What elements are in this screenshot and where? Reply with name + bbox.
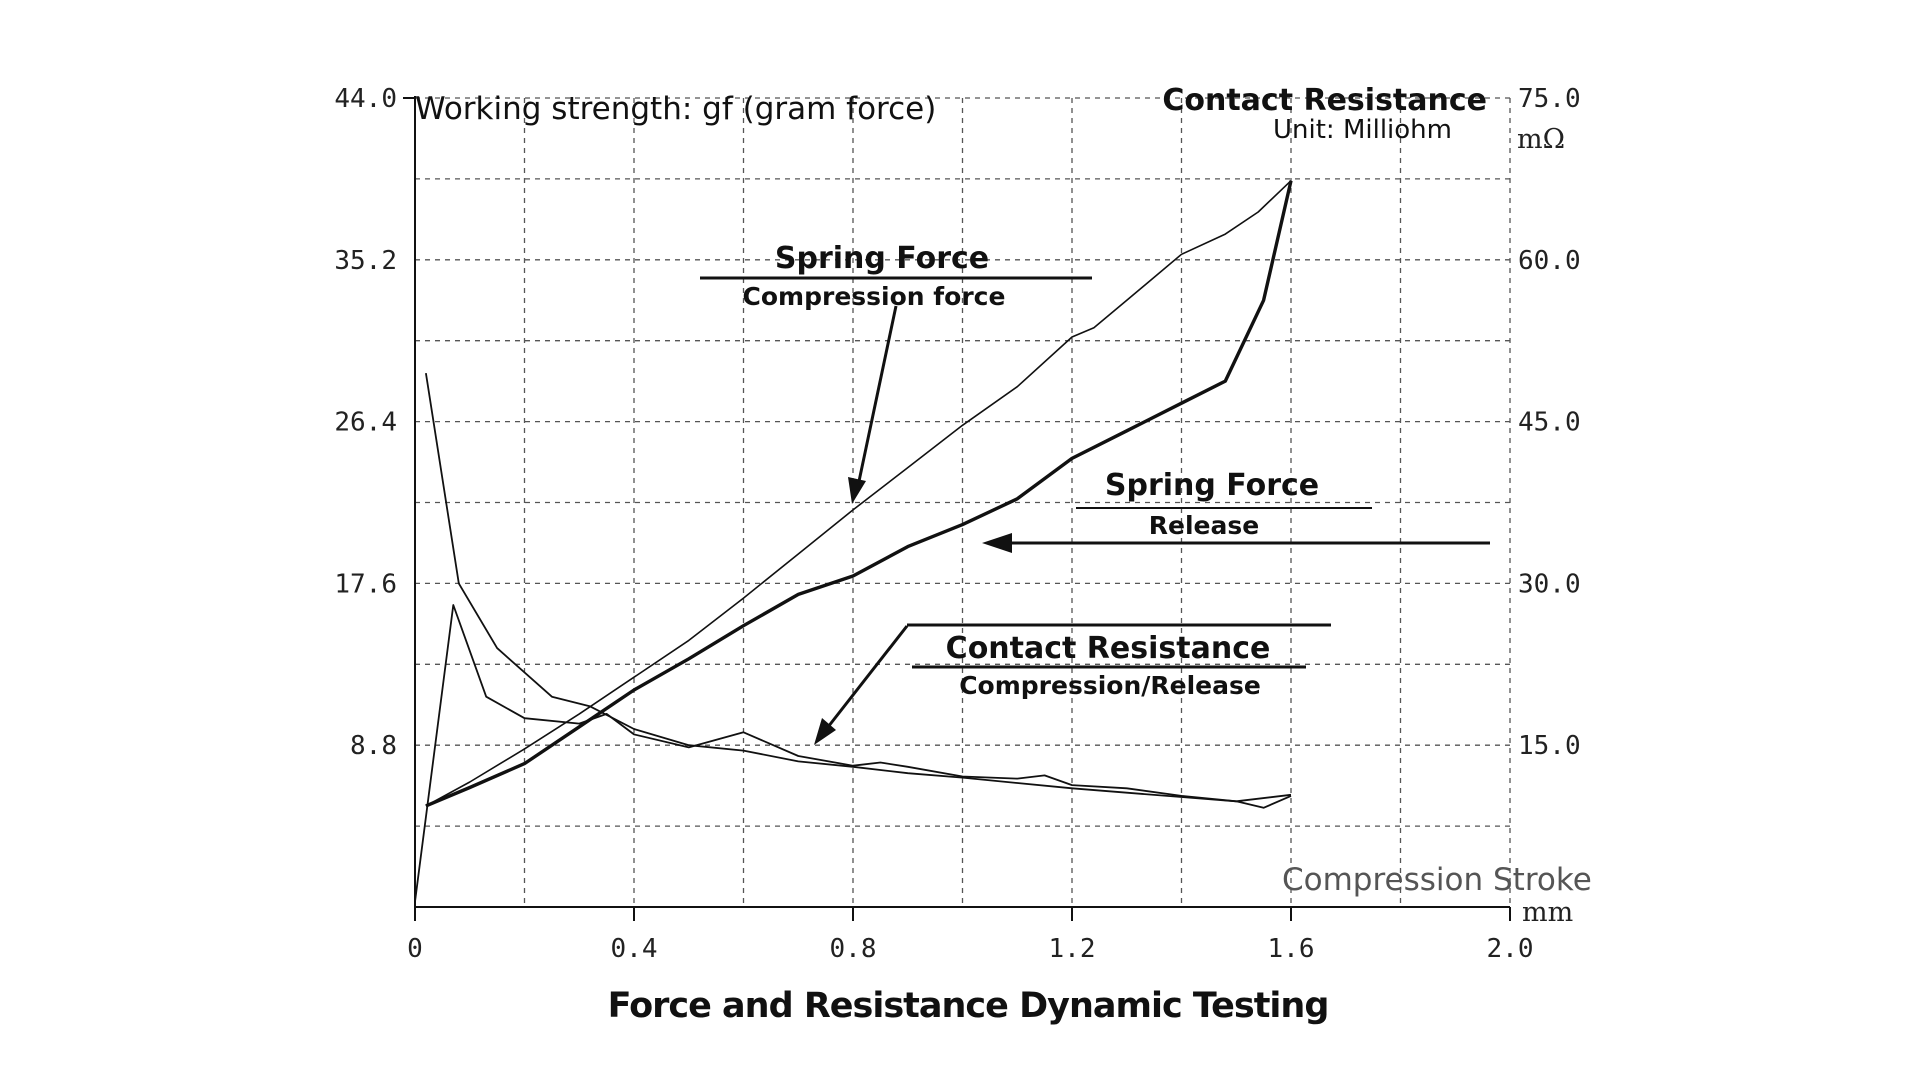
annotation-subtitle: Compression/Release [959, 671, 1261, 700]
y-right-tick-label: 15.0 [1518, 731, 1581, 761]
series-resistance-compression-line [425, 372, 1292, 803]
annotation-title: Contact Resistance [946, 631, 1271, 666]
grid-lines [415, 97, 1511, 907]
series-spring-compression-line [425, 180, 1292, 807]
y-left-tick-label: 26.4 [334, 408, 397, 438]
annotation-arrowhead [848, 477, 866, 504]
annotation-arrow-shaft [826, 625, 909, 728]
annotation-spring-compression: Spring Force Compression force [700, 241, 1092, 504]
right-axis-unit-note: Unit: Milliohm [1273, 115, 1452, 145]
right-axis-unit: mΩ [1517, 124, 1565, 155]
y-left-tick-label: 44.0 [334, 84, 397, 114]
y-right-tick-label: 30.0 [1518, 569, 1581, 599]
x-tick-label: 1.2 [1049, 934, 1096, 964]
y-right-tick-label: 60.0 [1518, 246, 1581, 276]
annotation-title: Spring Force [1105, 468, 1319, 503]
annotation-subtitle: Release [1149, 511, 1259, 540]
tick-labels: 0 0.4 0.8 1.2 1.6 2.0 8.8 17.6 26.4 35.2 44.0 15.0 3… [334, 84, 1580, 964]
axes [403, 96, 1510, 908]
x-axis-label: Compression Stroke [1282, 862, 1592, 898]
y-left-tick-label: 35.2 [334, 246, 397, 276]
annotation-title: Spring Force [775, 241, 989, 276]
right-axis-label: Contact Resistance [1162, 83, 1487, 118]
x-tick-label: 2.0 [1487, 934, 1534, 964]
x-axis-unit: mm [1522, 897, 1573, 928]
series-resistance-release-line [414, 604, 1292, 902]
x-tick-label: 0.4 [611, 934, 658, 964]
y-right-tick-label: 75.0 [1518, 84, 1581, 114]
y-left-tick-label: 17.6 [334, 569, 397, 599]
annotation-arrowhead [982, 533, 1012, 553]
series-spring-release-line [425, 180, 1293, 808]
y-left-tick-label: 8.8 [350, 731, 397, 761]
series-lines [414, 180, 1293, 902]
annotation-arrowhead [814, 718, 836, 745]
annotation-subtitle: Compression force [743, 282, 1006, 311]
x-tick-label: 0.8 [830, 934, 877, 964]
annotation-arrow-shaft [856, 305, 898, 487]
x-tick-label: 1.6 [1268, 934, 1315, 964]
chart-title: Force and Resistance Dynamic Testing [608, 986, 1329, 1026]
x-tick-label: 0 [407, 934, 423, 964]
y-right-tick-label: 45.0 [1518, 408, 1581, 438]
left-axis-label: Working strength: gf (gram force) [415, 91, 936, 127]
annotation-spring-release: Spring Force Release [982, 468, 1490, 553]
annotation-contact-resistance: Contact Resistance Compression/Release [814, 623, 1331, 745]
